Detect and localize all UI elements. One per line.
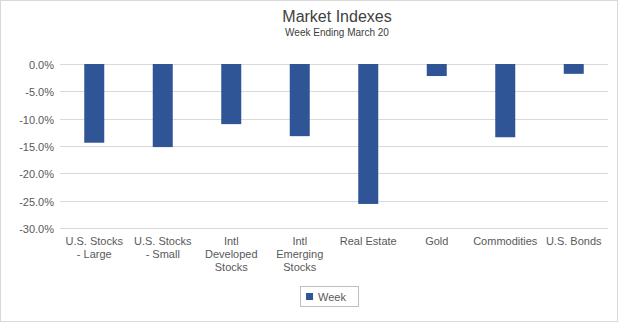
bars bbox=[84, 64, 584, 204]
chart-subtitle: Week Ending March 20 bbox=[285, 27, 389, 38]
x-tick-label: Real Estate bbox=[340, 235, 397, 247]
x-tick-label: IntlDevelopedStocks bbox=[205, 235, 258, 273]
x-tick-label: U.S. Stocks- Small bbox=[134, 235, 192, 260]
y-tick-label: -5.0% bbox=[25, 86, 54, 98]
bar bbox=[495, 64, 515, 137]
x-tick-label: Commodities bbox=[473, 235, 538, 247]
grid-line bbox=[60, 91, 608, 92]
grid-line bbox=[60, 119, 608, 120]
grid-line bbox=[60, 228, 608, 229]
y-tick-label: 0.0% bbox=[29, 59, 54, 71]
bar bbox=[221, 64, 241, 124]
legend-box bbox=[301, 287, 359, 307]
x-tick-label: U.S. Stocks- Large bbox=[66, 235, 124, 260]
x-tick-label: Gold bbox=[425, 235, 448, 247]
y-tick-label: -10.0% bbox=[19, 114, 54, 126]
chart-container: Market Indexes Week Ending March 20 -30.0%… bbox=[0, 0, 618, 324]
y-tick-label: -20.0% bbox=[19, 168, 54, 180]
chart-title: Market Indexes bbox=[282, 8, 391, 25]
grid-line bbox=[60, 64, 608, 65]
y-tick-label: -25.0% bbox=[19, 196, 54, 208]
bar bbox=[84, 64, 104, 143]
chart-frame bbox=[1, 1, 618, 322]
y-tick-label: -30.0% bbox=[19, 223, 54, 235]
bar bbox=[153, 64, 173, 147]
bar bbox=[564, 64, 584, 74]
grid-line bbox=[60, 173, 608, 174]
bar bbox=[290, 64, 310, 136]
bar bbox=[427, 64, 447, 76]
x-tick-label: IntlEmergingStocks bbox=[276, 235, 323, 273]
grid-line bbox=[60, 201, 608, 202]
bar bbox=[358, 64, 378, 204]
legend: Week bbox=[301, 287, 359, 307]
y-tick-label: -15.0% bbox=[19, 141, 54, 153]
x-tick-label: U.S. Bonds bbox=[546, 235, 602, 247]
legend-label: Week bbox=[318, 291, 346, 303]
legend-swatch bbox=[306, 293, 313, 300]
chart-svg: Market Indexes Week Ending March 20 -30.0%… bbox=[0, 0, 618, 324]
grid-line bbox=[60, 146, 608, 147]
